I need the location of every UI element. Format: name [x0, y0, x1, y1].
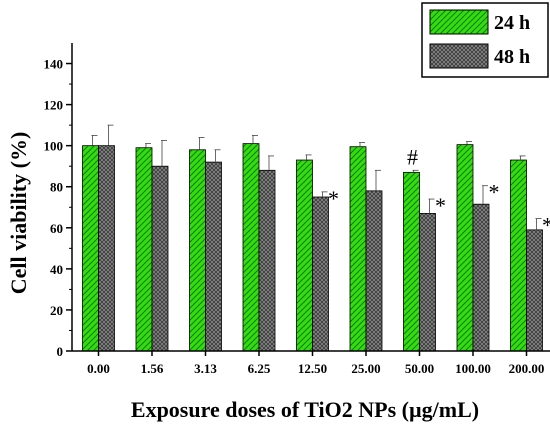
bar-48h-0.00	[98, 145, 115, 352]
y-tick-label: 60	[50, 221, 63, 236]
legend-label-24h: 24 h	[494, 12, 530, 34]
bar-24h-200.00	[510, 159, 527, 352]
bar-24h-3.13	[189, 149, 206, 352]
x-axis: 0.00 1.56 3.13 6.25 12.50 25.00 50.00 100.00 200…	[72, 350, 550, 376]
bar-48h-25.00	[365, 190, 383, 352]
y-tick-label: 120	[44, 98, 64, 113]
bar-24h-1.56	[135, 147, 153, 352]
x-tick-label: 1.56	[141, 361, 164, 376]
x-tick-label: 0.00	[87, 361, 110, 376]
bar-48h-6.25	[258, 169, 276, 352]
significance-star: *	[489, 180, 500, 205]
bar-24h-12.50	[296, 159, 313, 352]
x-tick-label: 100.00	[455, 361, 491, 376]
x-axis-title: Exposure doses of TiO2 NPs (µg/mL)	[131, 397, 479, 422]
x-tick-label: 25.00	[351, 361, 380, 376]
bar-24h-50.00	[403, 171, 420, 352]
legend-swatch-24h	[429, 9, 489, 35]
significance-star: *	[328, 186, 339, 211]
x-tick-label: 50.00	[405, 361, 434, 376]
bar-24h-100.00	[456, 144, 474, 352]
bar-48h-12.50	[312, 196, 329, 352]
bar-48h-3.13	[205, 161, 222, 352]
y-tick-label: 40	[50, 262, 63, 277]
bar-48h-1.56	[151, 165, 169, 352]
bar-24h-0.00	[82, 145, 99, 352]
bar-24h-6.25	[242, 143, 260, 352]
significance-star: *	[435, 193, 446, 218]
bar-48h-100.00	[472, 203, 490, 352]
legend-label-48h: 48 h	[494, 46, 530, 68]
plot-area: # * * * *	[82, 124, 550, 352]
bar-48h-200.00	[526, 229, 543, 352]
legend: 24 h 48 h	[421, 2, 549, 78]
x-tick-label: 200.00	[509, 361, 545, 376]
y-axis-title: Cell viability (%)	[6, 132, 31, 295]
bar-48h-50.00	[419, 213, 436, 352]
x-tick-label: 3.13	[194, 361, 217, 376]
y-tick-label: 140	[44, 57, 64, 72]
y-tick-label: 0	[57, 344, 64, 359]
legend-swatch-48h	[429, 43, 489, 69]
bar-24h-25.00	[349, 146, 367, 352]
significance-star: *	[542, 213, 550, 238]
y-tick-label: 100	[44, 139, 64, 154]
y-axis: 0 20 40 60 80 100 120 140	[44, 43, 73, 359]
x-tick-label: 12.50	[298, 361, 327, 376]
x-tick-label: 6.25	[248, 361, 271, 376]
y-tick-label: 80	[50, 180, 63, 195]
significance-hash: #	[407, 144, 418, 169]
y-tick-label: 20	[50, 303, 63, 318]
